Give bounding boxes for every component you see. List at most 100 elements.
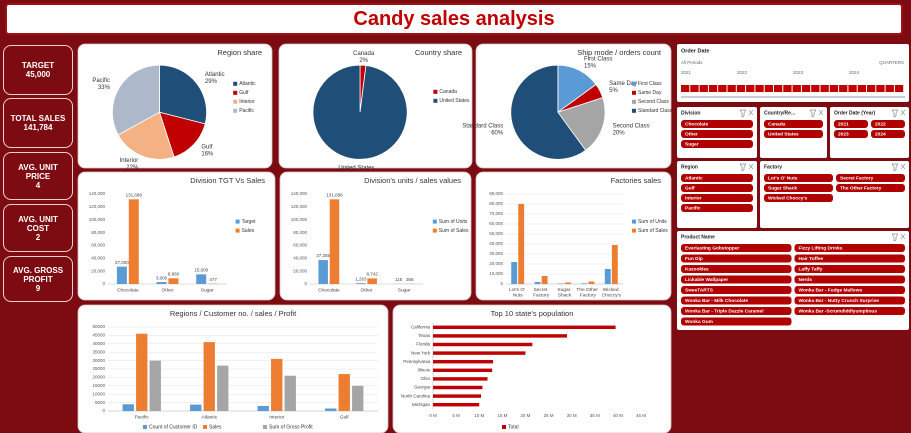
slicer-item[interactable]: Atlantic xyxy=(685,176,703,182)
slicer-button[interactable] xyxy=(764,120,823,128)
slicer-item[interactable]: Wonka Bar - Fudge Mallows xyxy=(799,288,863,294)
slicer-item[interactable]: Nerds xyxy=(799,277,813,283)
timeline-block[interactable] xyxy=(820,85,829,92)
slicer-item[interactable]: Kazookles xyxy=(685,267,709,273)
slicer-button[interactable] xyxy=(871,130,905,138)
timeline-block[interactable] xyxy=(894,85,904,92)
slicer-item[interactable]: Wonka Bar - Milk Chocolate xyxy=(685,298,748,304)
slicer-button[interactable] xyxy=(681,244,792,252)
slicer-item[interactable]: Wonka Gum xyxy=(685,319,713,325)
slicer-item[interactable]: Gulf xyxy=(685,186,695,192)
slicer-filter-icon[interactable] xyxy=(809,109,817,118)
slicer-button[interactable] xyxy=(764,174,833,182)
timeline-level[interactable]: QUARTERS xyxy=(879,60,904,65)
slicer-item[interactable]: Pacific xyxy=(685,206,701,212)
slicer-button[interactable] xyxy=(794,265,906,273)
slicer-item[interactable]: Lickable Wallpaper xyxy=(685,277,728,283)
slicer-item[interactable]: Hair Toffee xyxy=(799,256,824,262)
slicer-button[interactable] xyxy=(681,275,792,284)
slicer-button[interactable] xyxy=(681,254,792,263)
slicer-button[interactable] xyxy=(681,307,792,315)
slicer-item[interactable]: Sugar Shack xyxy=(768,186,797,192)
timeline-block[interactable] xyxy=(848,85,857,92)
slicer-button[interactable] xyxy=(681,204,753,212)
slicer-button[interactable] xyxy=(681,194,753,202)
slicer-button[interactable] xyxy=(681,265,792,273)
slicer-item[interactable]: Fizzy Lifting Drinks xyxy=(799,246,843,252)
slicer-button[interactable] xyxy=(794,254,906,263)
timeline-block[interactable] xyxy=(857,85,866,92)
timeline-block[interactable] xyxy=(839,85,848,92)
timeline-block[interactable] xyxy=(876,85,885,92)
timeline-block[interactable] xyxy=(736,85,746,92)
slicer-clear-icon[interactable] xyxy=(748,109,754,116)
slicer-item[interactable]: Wonka Bar -Scrumdiddlyumptious xyxy=(799,309,878,315)
slicer-filter-icon[interactable] xyxy=(891,163,899,172)
slicer-item[interactable]: 2022 xyxy=(875,122,886,128)
slicer-item[interactable]: The Other Factory xyxy=(840,186,882,192)
slicer-button[interactable] xyxy=(794,307,906,315)
slicer-item[interactable]: Laffy Taffy xyxy=(799,267,823,273)
slicer-button[interactable] xyxy=(764,184,833,192)
slicer-button[interactable] xyxy=(794,275,906,284)
timeline-block[interactable] xyxy=(885,85,894,92)
slicer-item[interactable]: Other xyxy=(685,132,698,138)
slicer-item[interactable]: 2021 xyxy=(838,122,849,128)
slicer-item[interactable]: Canada xyxy=(768,122,786,128)
slicer-button[interactable] xyxy=(681,120,753,128)
timeline-block[interactable] xyxy=(718,85,727,92)
slicer-filter-icon[interactable] xyxy=(891,233,899,242)
timeline-block[interactable] xyxy=(727,85,736,92)
timeline-block[interactable] xyxy=(867,85,876,92)
timeline-block[interactable] xyxy=(681,85,690,92)
slicer-filter-icon[interactable] xyxy=(739,163,747,172)
slicer-button[interactable] xyxy=(794,296,906,305)
timeline-block[interactable] xyxy=(829,85,839,92)
slicer-filter-icon[interactable] xyxy=(891,109,899,118)
slicer-button[interactable] xyxy=(836,174,905,182)
slicer-clear-icon[interactable] xyxy=(748,163,754,170)
timeline-block[interactable] xyxy=(755,85,764,92)
timeline-block[interactable] xyxy=(774,85,783,92)
timeline-block[interactable] xyxy=(764,85,773,92)
timeline-block[interactable] xyxy=(699,85,708,92)
slicer-item[interactable]: Interior xyxy=(685,196,702,202)
slicer-item[interactable]: Secret Factory xyxy=(840,176,874,182)
slicer-item[interactable]: Chocolate xyxy=(685,122,709,128)
slicer-button[interactable] xyxy=(794,244,906,252)
slicer-button[interactable] xyxy=(681,174,753,182)
timeline-block[interactable] xyxy=(690,85,699,92)
slicer-filter-icon[interactable] xyxy=(739,109,747,118)
slicer-button[interactable] xyxy=(681,317,792,326)
timeline-block[interactable] xyxy=(746,85,755,92)
slicer-clear-icon[interactable] xyxy=(900,233,906,240)
slicer-item[interactable]: SweeTARTS xyxy=(685,288,714,294)
slicer-item[interactable]: 2024 xyxy=(875,132,886,138)
slicer-button[interactable] xyxy=(681,130,753,138)
timeline-block[interactable] xyxy=(708,85,718,92)
slicer-button[interactable] xyxy=(834,130,868,138)
slicer-button[interactable] xyxy=(794,286,906,294)
slicer-item[interactable]: Wonka Bar - Nutty Crunch Surprise xyxy=(799,298,880,304)
slicer-clear-icon[interactable] xyxy=(818,109,824,116)
timeline-block[interactable] xyxy=(783,85,792,92)
timeline-block[interactable] xyxy=(811,85,820,92)
slicer-item[interactable]: Lot's O' Nuts xyxy=(768,176,798,182)
slicer-item[interactable]: Fun Dip xyxy=(685,256,703,262)
slicer-button[interactable] xyxy=(871,120,905,128)
slicer-clear-icon[interactable] xyxy=(900,163,906,170)
slicer-button[interactable] xyxy=(836,184,905,192)
slicer-item[interactable]: Sugar xyxy=(685,142,699,148)
slicer-button[interactable] xyxy=(681,184,753,192)
slicer-item[interactable]: 2023 xyxy=(838,132,849,138)
slicer-button[interactable] xyxy=(834,120,868,128)
slicer-button[interactable] xyxy=(681,140,753,148)
slicer-item[interactable]: United States xyxy=(768,132,799,138)
slicer-button[interactable] xyxy=(681,296,792,305)
slicer-item[interactable]: Everlasting Gobstopper xyxy=(685,246,740,252)
slicer-item[interactable]: Wonka Bar - Triple Dazzle Caramel xyxy=(685,309,764,315)
slicer-button[interactable] xyxy=(681,286,792,294)
timeline-block[interactable] xyxy=(792,85,801,92)
timeline-block[interactable] xyxy=(801,85,811,92)
slicer-clear-icon[interactable] xyxy=(900,109,906,116)
